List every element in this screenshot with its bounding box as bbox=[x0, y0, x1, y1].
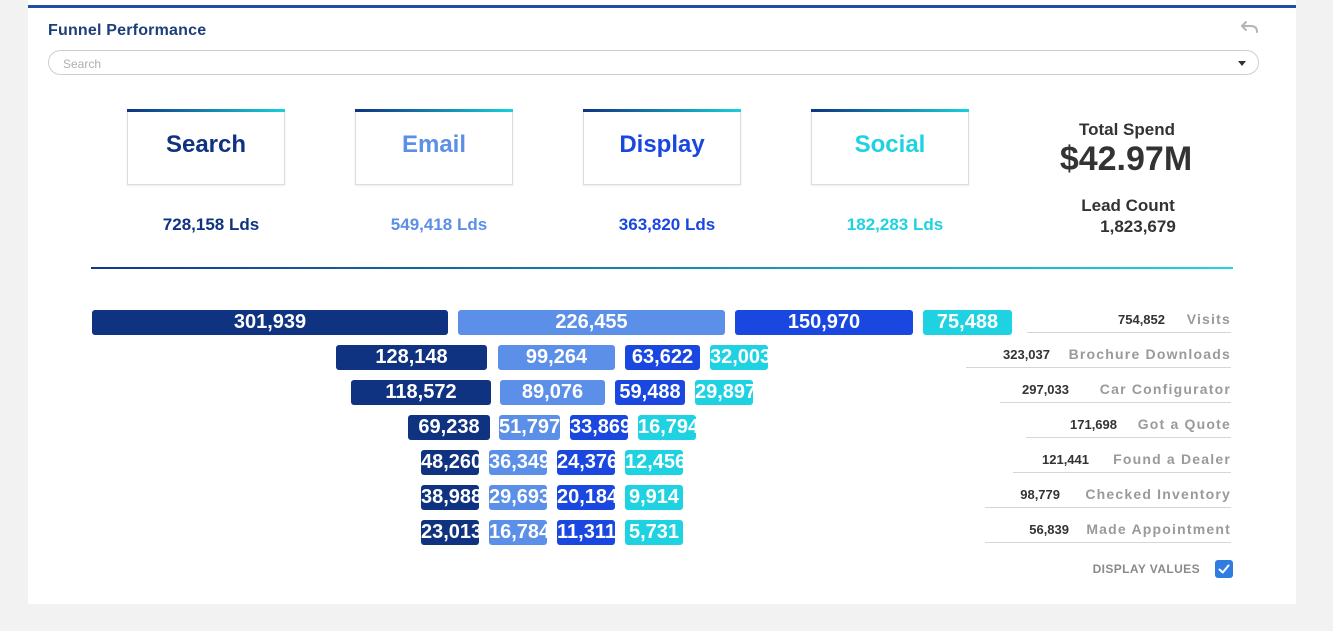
stage-total: 56,839 bbox=[1029, 522, 1069, 537]
stage-underline bbox=[985, 542, 1231, 543]
search-input[interactable] bbox=[61, 54, 1215, 74]
total-spend-label: Total Spend bbox=[1078, 120, 1175, 139]
channel-card-social[interactable]: Social bbox=[811, 109, 969, 185]
lead-count-value: 1,823,679 bbox=[1100, 217, 1176, 236]
stage-total: 98,779 bbox=[1020, 487, 1060, 502]
section-divider bbox=[91, 267, 1233, 269]
funnel-bar[interactable]: 48,260 bbox=[421, 450, 479, 475]
stage-underline bbox=[1013, 472, 1231, 473]
funnel-bar[interactable]: 36,349 bbox=[489, 450, 547, 475]
stage-label: Checked Inventory bbox=[1085, 486, 1231, 502]
funnel-bar[interactable]: 29,693 bbox=[489, 485, 547, 510]
funnel-bar[interactable]: 5,731 bbox=[625, 520, 683, 545]
channel-label: Display bbox=[619, 131, 705, 158]
panel-accent-bar bbox=[28, 5, 1296, 8]
funnel-bar[interactable]: 59,488 bbox=[615, 380, 685, 405]
funnel-bar[interactable]: 99,264 bbox=[498, 345, 615, 370]
stage-underline bbox=[1027, 332, 1231, 333]
channel-card-search[interactable]: Search bbox=[127, 109, 285, 185]
funnel-bar[interactable]: 12,456 bbox=[625, 450, 683, 475]
funnel-bar[interactable]: 29,897 bbox=[695, 380, 753, 405]
stage-total: 121,441 bbox=[1042, 452, 1089, 467]
stage-underline bbox=[966, 367, 1231, 368]
checkmark-icon bbox=[1218, 564, 1230, 574]
funnel-bar[interactable]: 24,376 bbox=[557, 450, 615, 475]
channel-card-display[interactable]: Display bbox=[583, 109, 741, 185]
funnel-bar[interactable]: 226,455 bbox=[458, 310, 725, 335]
funnel-bar[interactable]: 9,914 bbox=[625, 485, 683, 510]
channel-leads-search: 728,158 Lds bbox=[162, 215, 260, 234]
funnel-bar[interactable]: 128,148 bbox=[336, 345, 487, 370]
channel-label: Email bbox=[401, 131, 467, 158]
stage-label: Car Configurator bbox=[1099, 381, 1231, 397]
funnel-bar[interactable]: 301,939 bbox=[92, 310, 448, 335]
stage-label: Got a Quote bbox=[1137, 416, 1231, 432]
stage-total: 323,037 bbox=[1003, 347, 1050, 362]
channel-leads-email: 549,418 Lds bbox=[390, 215, 488, 234]
total-spend-value: $42.97M bbox=[1059, 140, 1193, 178]
funnel-bar[interactable]: 23,013 bbox=[421, 520, 479, 545]
funnel-bar[interactable]: 118,572 bbox=[351, 380, 491, 405]
stage-total: 297,033 bbox=[1022, 382, 1069, 397]
channel-leads-display: 363,820 Lds bbox=[618, 215, 716, 234]
funnel-bar[interactable]: 16,784 bbox=[489, 520, 547, 545]
funnel-bar[interactable]: 33,869 bbox=[570, 415, 628, 440]
stage-label: Made Appointment bbox=[1086, 521, 1231, 537]
funnel-bar[interactable]: 38,988 bbox=[421, 485, 479, 510]
funnel-bar[interactable]: 20,184 bbox=[557, 485, 615, 510]
stage-label: Found a Dealer bbox=[1113, 451, 1231, 467]
stage-underline bbox=[1000, 402, 1231, 403]
funnel-bar[interactable]: 51,797 bbox=[499, 415, 560, 440]
stage-total: 171,698 bbox=[1070, 417, 1117, 432]
stage-label: Visits bbox=[1186, 311, 1231, 327]
funnel-panel bbox=[28, 0, 1296, 604]
channel-leads-social: 182,283 Lds bbox=[846, 215, 944, 234]
lead-count-label: Lead Count bbox=[1081, 196, 1175, 215]
funnel-bar[interactable]: 63,622 bbox=[625, 345, 700, 370]
search-select[interactable] bbox=[48, 50, 1259, 75]
stage-underline bbox=[1026, 437, 1231, 438]
funnel-bar[interactable]: 75,488 bbox=[923, 310, 1012, 335]
funnel-bar[interactable]: 16,794 bbox=[638, 415, 696, 440]
channel-card-email[interactable]: Email bbox=[355, 109, 513, 185]
channel-label: Search bbox=[165, 131, 247, 158]
stage-label: Brochure Downloads bbox=[1068, 346, 1231, 362]
chevron-down-icon[interactable] bbox=[1238, 61, 1246, 66]
undo-arrow-icon[interactable] bbox=[1240, 18, 1260, 36]
stage-total: 754,852 bbox=[1118, 312, 1165, 327]
display-values-label: DISPLAY VALUES bbox=[1092, 562, 1200, 576]
funnel-bar[interactable]: 11,311 bbox=[557, 520, 615, 545]
funnel-bar[interactable]: 150,970 bbox=[735, 310, 913, 335]
funnel-bar[interactable]: 69,238 bbox=[408, 415, 490, 440]
display-values-checkbox[interactable] bbox=[1215, 560, 1233, 578]
funnel-bar[interactable]: 89,076 bbox=[500, 380, 605, 405]
panel-title: Funnel Performance bbox=[48, 22, 207, 39]
funnel-bar[interactable]: 32,003 bbox=[710, 345, 768, 370]
channel-label: Social bbox=[854, 131, 926, 158]
stage-underline bbox=[985, 507, 1231, 508]
